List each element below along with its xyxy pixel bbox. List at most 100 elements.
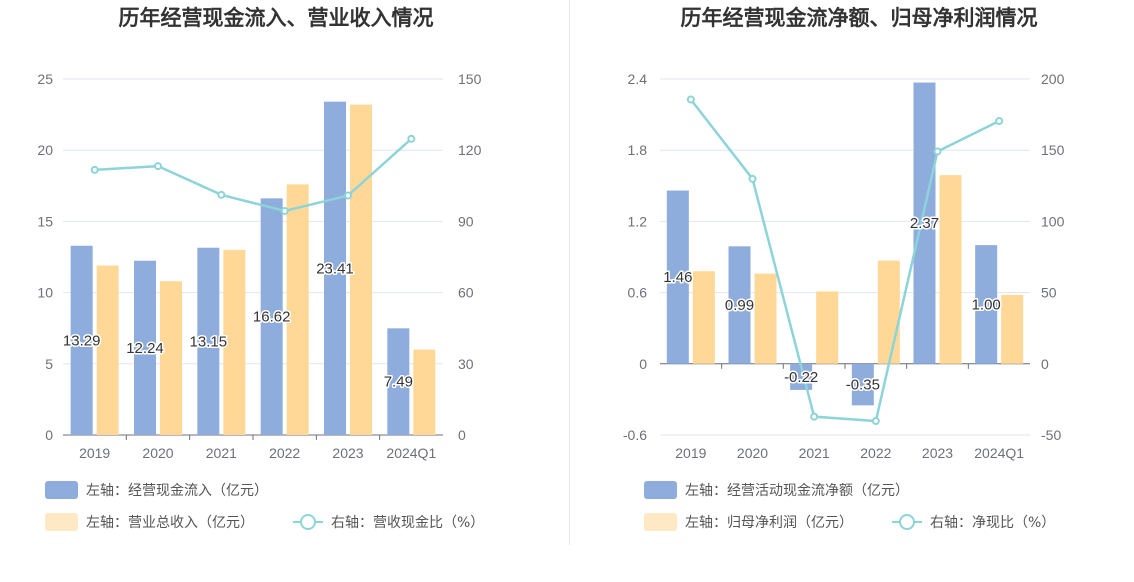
bar-secondary bbox=[413, 349, 436, 435]
bar-secondary bbox=[816, 291, 839, 364]
x-axis-category-label: 2020 bbox=[142, 445, 173, 461]
legend-swatch bbox=[45, 481, 78, 499]
bar-data-label: 2.37 bbox=[910, 215, 939, 232]
bar-primary bbox=[260, 198, 283, 435]
right-axis-tick-label: 30 bbox=[458, 356, 474, 372]
x-axis-category-label: 2024Q1 bbox=[974, 445, 1024, 461]
ratio-line-point bbox=[217, 190, 226, 199]
right-axis-tick-label: 150 bbox=[458, 71, 482, 87]
cash-inflow-revenue-chart-panel: 历年经营现金流入、营业收入情况 0 5 10 15 20 25 0 30 60 90 120 150 20… bbox=[37, 6, 484, 531]
left-axis-tick-label: 15 bbox=[37, 213, 53, 229]
ratio-line-point bbox=[995, 117, 1004, 126]
bar-data-label: -0.35 bbox=[846, 377, 880, 394]
left-axis-tick-label: 10 bbox=[37, 285, 53, 301]
left-axis-tick-label: -0.6 bbox=[623, 427, 647, 443]
right-axis-tick-label: -50 bbox=[1041, 427, 1061, 443]
bar-data-label: 13.29 bbox=[63, 332, 101, 349]
ratio-line bbox=[94, 137, 413, 213]
bar-primary bbox=[728, 246, 751, 364]
left-axis-tick-label: 0.6 bbox=[628, 285, 648, 301]
left-axis-tick-label: 0 bbox=[639, 356, 647, 372]
right-axis-tick-label: 200 bbox=[1041, 71, 1065, 87]
x-axis-category-label: 2024Q1 bbox=[386, 445, 436, 461]
bar-data-label: -0.22 bbox=[784, 369, 818, 386]
x-axis-category-label: 2020 bbox=[737, 445, 768, 461]
bar-secondary bbox=[286, 184, 309, 435]
right-axis-tick-label: 150 bbox=[1041, 142, 1065, 158]
left-axis-tick-label: 20 bbox=[37, 142, 53, 158]
left-axis-tick-label: 2.4 bbox=[628, 71, 648, 87]
bar-primary bbox=[666, 190, 689, 364]
left-axis-tick-label: 1.8 bbox=[628, 142, 648, 158]
bar-primary bbox=[913, 82, 936, 364]
bar-secondary bbox=[692, 271, 715, 364]
x-axis-category-label: 2023 bbox=[332, 445, 363, 461]
bar-primary bbox=[324, 101, 346, 435]
bar-secondary bbox=[754, 273, 777, 364]
cash-inflow-revenue-chart: 历年经营现金流入、营业收入情况 0 5 10 15 20 25 0 30 60 90 120 150 20… bbox=[37, 6, 484, 531]
left-axis-tick-label: 25 bbox=[37, 71, 53, 87]
legend-label: 右轴：营收现金比（%） bbox=[331, 515, 484, 531]
right-axis-tick-label: 0 bbox=[458, 427, 466, 443]
bar-primary bbox=[197, 247, 220, 435]
x-axis-category-label: 2021 bbox=[206, 445, 237, 461]
bar-primary bbox=[387, 328, 410, 435]
net-cashflow-profit-chart-panel: 历年经营现金流净额、归母净利润情况 -0.6 0 0.6 1.2 1.8 2.4 -50 0 50… bbox=[567, 0, 1134, 582]
right-axis-tick-label: 100 bbox=[1041, 213, 1065, 229]
bar-data-label: 1.00 bbox=[972, 296, 1001, 313]
legend-label: 左轴：经营活动现金流净额（亿元） bbox=[685, 483, 909, 499]
right-axis-tick-label: 120 bbox=[458, 142, 482, 158]
right-axis-tick-label: 50 bbox=[1041, 285, 1057, 301]
legend-swatch bbox=[644, 513, 677, 531]
bar-data-label: 7.49 bbox=[384, 374, 413, 391]
legend-line-marker bbox=[300, 514, 316, 530]
bar-primary bbox=[975, 245, 998, 364]
x-axis-category-label: 2022 bbox=[860, 445, 891, 461]
bar-primary bbox=[851, 363, 874, 406]
legend-swatch bbox=[45, 513, 78, 531]
right-axis-tick-label: 60 bbox=[458, 285, 474, 301]
bar-secondary bbox=[1001, 294, 1024, 364]
ratio-line-point bbox=[686, 95, 695, 104]
ratio-line-point bbox=[933, 147, 942, 156]
bar-data-label: 0.99 bbox=[725, 297, 754, 314]
bar-data-label: 13.15 bbox=[190, 333, 228, 350]
right-axis-tick-label: 90 bbox=[458, 213, 474, 229]
ratio-line-point bbox=[154, 162, 162, 171]
ratio-line-point bbox=[407, 134, 416, 143]
bar-secondary bbox=[939, 175, 962, 364]
x-axis-category-label: 2021 bbox=[799, 445, 830, 461]
chart-title: 历年经营现金流净额、归母净利润情况 bbox=[681, 6, 1038, 30]
bar-primary bbox=[70, 245, 93, 435]
ratio-line-point bbox=[90, 165, 99, 174]
ratio-line-point bbox=[748, 174, 757, 183]
ratio-line bbox=[689, 98, 1000, 423]
legend-swatch bbox=[644, 481, 677, 499]
left-axis-tick-label: 1.2 bbox=[628, 213, 648, 229]
ratio-line-point bbox=[871, 417, 880, 426]
ratio-line-point bbox=[280, 206, 289, 215]
x-axis-category-label: 2019 bbox=[675, 445, 706, 461]
left-axis-tick-label: 5 bbox=[45, 356, 53, 372]
legend-label: 左轴：经营现金流入（亿元） bbox=[86, 483, 268, 499]
bar-data-label: 23.41 bbox=[316, 260, 354, 277]
right-axis-tick-label: 0 bbox=[1041, 356, 1049, 372]
bar-secondary bbox=[223, 249, 246, 435]
x-axis-category-label: 2019 bbox=[79, 445, 110, 461]
bar-data-label: 1.46 bbox=[663, 269, 692, 286]
left-axis-tick-label: 0 bbox=[45, 427, 53, 443]
net-cashflow-profit-chart: 历年经营现金流净额、归母净利润情况 -0.6 0 0.6 1.2 1.8 2.4 -50 0 50… bbox=[623, 6, 1065, 531]
legend-label: 右轴：净现比（%） bbox=[930, 515, 1055, 531]
legend-label: 左轴：归母净利润（亿元） bbox=[685, 514, 853, 531]
legend-label: 左轴：营业总收入（亿元） bbox=[86, 515, 254, 531]
bar-data-label: 16.62 bbox=[253, 309, 291, 326]
ratio-line-point bbox=[344, 191, 352, 200]
ratio-line-point bbox=[810, 412, 819, 421]
legend-line-marker bbox=[899, 514, 915, 530]
bar-data-label: 12.24 bbox=[126, 340, 164, 357]
bar-secondary bbox=[96, 265, 119, 435]
x-axis-category-label: 2022 bbox=[269, 445, 300, 461]
panel-divider bbox=[569, 0, 570, 545]
chart-title: 历年经营现金流入、营业收入情况 bbox=[119, 6, 434, 30]
